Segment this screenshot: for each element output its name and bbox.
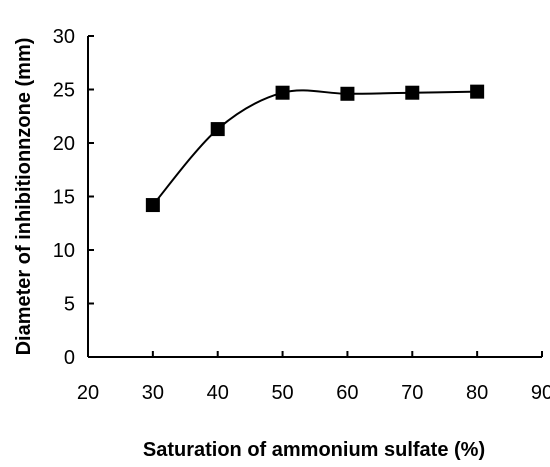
y-tick-label: 10 bbox=[53, 240, 75, 262]
data-point-marker bbox=[275, 85, 290, 100]
x-tick-label: 30 bbox=[142, 382, 164, 404]
y-tick-label: 0 bbox=[64, 347, 75, 369]
y-tick-label: 15 bbox=[53, 187, 75, 209]
x-tick-label: 70 bbox=[401, 382, 423, 404]
y-tick-label: 30 bbox=[53, 26, 75, 48]
y-tick-label: 5 bbox=[64, 294, 75, 316]
x-tick-label: 20 bbox=[77, 382, 99, 404]
x-tick-label: 50 bbox=[271, 382, 293, 404]
x-axis-title: Saturation of ammonium sulfate (%) bbox=[143, 439, 485, 461]
series-group bbox=[145, 84, 485, 213]
series-line bbox=[152, 89, 478, 206]
x-tick-label: 90 bbox=[531, 382, 550, 404]
x-axis-ticks: 20 30 40 50 60 70 80 90 bbox=[77, 351, 550, 404]
y-tick-label: 25 bbox=[53, 80, 75, 102]
data-point-marker bbox=[210, 122, 225, 137]
data-point-marker bbox=[470, 84, 485, 99]
y-axis-title: Diameter of inhibitionnzone (mm) bbox=[13, 38, 35, 356]
y-axis-ticks: 0 5 10 15 20 25 30 bbox=[53, 26, 94, 369]
x-tick-label: 80 bbox=[466, 382, 488, 404]
data-point-marker bbox=[340, 86, 355, 101]
y-tick-label: 20 bbox=[53, 133, 75, 155]
data-point-marker bbox=[145, 198, 160, 213]
data-point-marker bbox=[405, 85, 420, 100]
axes bbox=[87, 36, 542, 358]
x-tick-label: 60 bbox=[336, 382, 358, 404]
x-tick-label: 40 bbox=[207, 382, 229, 404]
